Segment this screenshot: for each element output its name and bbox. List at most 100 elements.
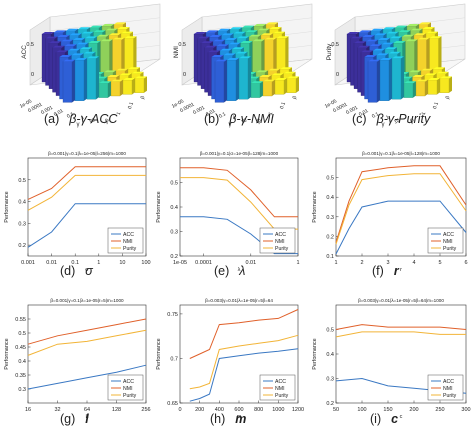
bar-side <box>260 81 263 98</box>
bar-front <box>238 58 249 100</box>
bar-side <box>248 56 251 100</box>
y-tick-label: 0.2 <box>18 243 26 249</box>
bar-top <box>57 35 70 37</box>
bar-side <box>377 59 380 103</box>
bar-top <box>390 36 402 39</box>
bar-front <box>74 59 85 101</box>
bar-top <box>223 53 236 56</box>
x-tick-label: 1e-05 <box>171 98 185 109</box>
bar-top <box>359 30 371 33</box>
bar-top <box>209 35 222 37</box>
y-axis-label: Performance <box>156 338 162 370</box>
bar-top <box>109 33 121 36</box>
bar-top <box>412 75 425 77</box>
bar-top <box>104 70 116 73</box>
y-axis-label: Performance <box>4 338 10 370</box>
x-tick-label: 10 <box>119 260 125 266</box>
legend-label: ACC <box>123 379 134 385</box>
x-tick-label: 16 <box>25 407 31 413</box>
bar-top <box>371 28 383 31</box>
caption-text: l <box>85 412 89 426</box>
caption-label: (h) <box>210 412 226 426</box>
x-tick-label: 0.01 <box>46 260 57 266</box>
bar-top <box>386 31 399 34</box>
y-tick-label: 0.65 <box>167 401 178 407</box>
y-tick-label: 0.2 <box>170 254 178 260</box>
bar-front <box>286 78 297 93</box>
bar-top <box>124 36 137 39</box>
bar-top <box>102 24 114 26</box>
bar-top <box>395 25 407 28</box>
bar-top <box>393 41 406 43</box>
bar-top <box>233 31 246 34</box>
bar-top <box>245 30 258 33</box>
bar-top <box>374 33 387 36</box>
bar-top <box>80 47 92 50</box>
x-axis-label: m <box>237 414 242 420</box>
y-tick-label: 0.55 <box>15 317 26 323</box>
bar-top <box>100 39 113 42</box>
y-tick-label: 0.1 <box>279 101 287 110</box>
bar-top <box>76 42 89 45</box>
y-tick-label: 0.4 <box>18 359 26 365</box>
bar-top <box>221 33 234 36</box>
bar-top <box>380 58 392 60</box>
legend-label: NMI <box>123 386 133 392</box>
bar-top <box>88 41 101 43</box>
series-line-nmi <box>189 309 299 359</box>
series-line-purity <box>27 329 147 356</box>
caption-text: β-γ-ACC <box>69 112 118 126</box>
x-tick-label: 10 <box>393 118 401 126</box>
y-tick-label: 0.5 <box>18 178 26 184</box>
bar-top <box>383 27 395 30</box>
bar-side <box>96 56 99 100</box>
bar-side <box>144 76 147 93</box>
line-panel-i: β=0.003|γ=0.01|λ=1e-05|r=5|l=64|m=1000 0.… <box>312 298 471 420</box>
x-tick-label: 50 <box>333 407 339 413</box>
y-tick-label: 0.2 <box>326 234 334 240</box>
series-line-acc <box>27 203 146 248</box>
x-tick-label: 1 <box>296 260 299 266</box>
bar-top <box>361 50 373 53</box>
bar-front <box>86 58 97 100</box>
y-tick-label: 10 <box>103 118 111 125</box>
legend-label: ACC <box>123 232 134 238</box>
bar-top <box>269 27 282 29</box>
y-tick-label: 0.4 <box>18 200 26 206</box>
bar-top <box>235 51 248 54</box>
bar-top <box>135 76 147 79</box>
x-tick-label: 1000 <box>272 407 284 413</box>
legend-label: Purity <box>443 246 457 252</box>
x-tick-label: 1e-05 <box>173 260 187 266</box>
x-tick-label: 0.01 <box>358 108 370 118</box>
caption-text: λ <box>239 264 246 278</box>
caption-text: β-γ-Purity <box>376 112 431 126</box>
y-tick-label: 0.45 <box>15 345 26 351</box>
caption-g: (g) l <box>60 412 89 426</box>
bar-top <box>266 22 278 25</box>
bar-top <box>73 38 85 40</box>
bar-top <box>252 39 265 42</box>
bar-top <box>83 51 96 54</box>
bar-front <box>379 59 390 101</box>
bar-top <box>45 36 58 39</box>
x-tick-label: 0.1 <box>66 111 75 120</box>
bar-top <box>268 68 280 71</box>
bar-top <box>376 53 389 56</box>
x-tick-label: 300 <box>461 407 470 413</box>
x-tick-label: 10 <box>240 118 248 126</box>
bar-top <box>227 58 239 60</box>
x-tick-label: 400 <box>215 407 224 413</box>
legend-label: Purity <box>443 393 457 399</box>
x-axis-label: r <box>400 267 402 273</box>
y-tick-label: 0.2 <box>326 401 334 407</box>
y-tick-label: 1 <box>268 111 275 116</box>
plot-title: β=0.001|γ=0.1|σ=1e-05|l=128|m=1000 <box>200 151 279 156</box>
series-line-nmi <box>27 166 146 200</box>
x-tick-label: 64 <box>84 407 90 413</box>
bar-top <box>56 50 68 53</box>
z-tick-label: 0 <box>183 72 186 78</box>
bar-top <box>368 59 380 62</box>
caption-label: (c) <box>352 112 367 126</box>
